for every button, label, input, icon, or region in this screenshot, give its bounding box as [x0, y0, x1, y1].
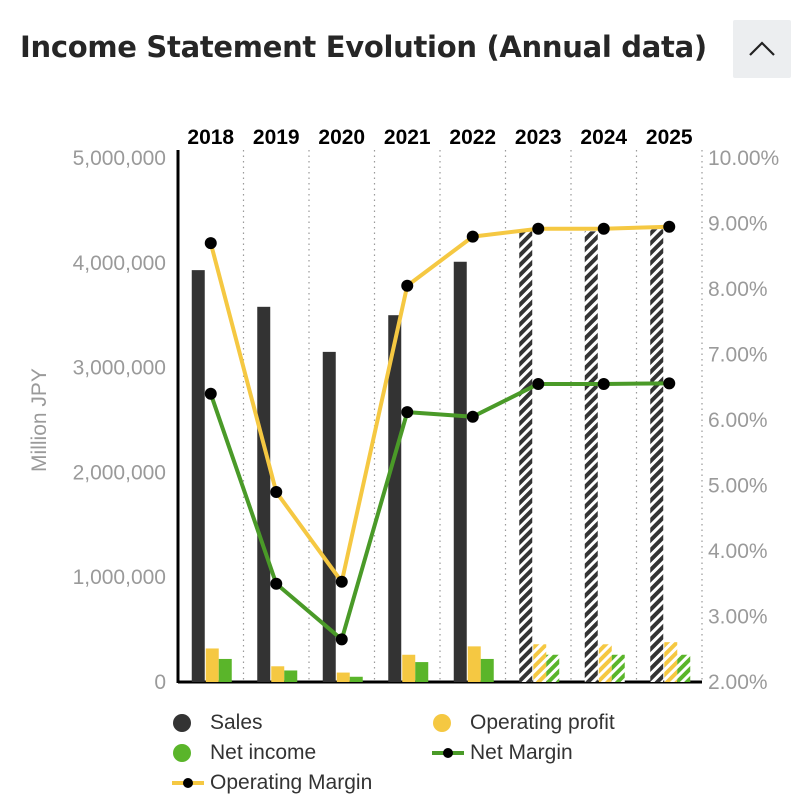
legend-swatch-net-income: [172, 743, 206, 763]
legend-label-sales: Sales: [210, 711, 263, 734]
legend-item-operating-profit[interactable]: Operating profit: [432, 711, 615, 735]
y-tick-label-right: 8.00%: [708, 278, 768, 301]
y-tick-label-left: 5,000,000: [73, 147, 166, 170]
y-tick-label-left: 2,000,000: [73, 461, 166, 484]
bars: [191, 229, 691, 683]
margin-lines: [204, 220, 676, 646]
operating-margin-point: [401, 279, 414, 292]
x-tick-label: 2020: [318, 126, 365, 149]
chart-title: Income Statement Evolution (Annual data): [20, 30, 707, 64]
y-tick-label-left: 4,000,000: [73, 252, 166, 275]
bar-sales: [453, 261, 467, 682]
bar-operating-profit: [533, 644, 547, 682]
y-tick-label-right: 6.00%: [708, 409, 768, 432]
legend-item-operating-margin[interactable]: Operating Margin: [172, 771, 372, 795]
y-tick-label-left: 1,000,000: [73, 566, 166, 589]
legend-label-operating-profit: Operating profit: [470, 711, 615, 734]
legend-swatch-sales: [172, 713, 206, 733]
bar-sales: [322, 351, 336, 682]
grid-lines: [242, 150, 703, 682]
x-tick-label: 2022: [449, 126, 496, 149]
y-tick-label-right: 4.00%: [708, 540, 768, 563]
bar-net-income: [546, 654, 560, 682]
bar-operating-profit: [271, 666, 285, 682]
y-tick-label-right: 5.00%: [708, 475, 768, 498]
net-margin-line: [208, 381, 670, 642]
operating-margin-point: [532, 222, 545, 235]
legend-label-operating-margin: Operating Margin: [210, 771, 373, 794]
y-axis-title: Million JPY: [28, 368, 51, 472]
bar-net-income: [611, 654, 625, 682]
operating-margin-point: [663, 220, 676, 233]
operating-margin-point: [204, 237, 217, 250]
bar-operating-profit: [205, 648, 219, 682]
x-tick-label: 2024: [580, 126, 627, 149]
y-tick-label-right: 3.00%: [708, 606, 768, 629]
y-tick-label-left: 0: [154, 671, 166, 694]
axis-labels: 0 1,000,000 2,000,000 3,000,000 4,000,000 5,0…: [28, 126, 779, 694]
net-margin-point: [401, 406, 414, 419]
net-margin-point: [466, 410, 479, 423]
bar-operating-profit: [598, 644, 612, 682]
net-margin-point: [204, 387, 217, 400]
operating-margin-point: [597, 222, 610, 235]
operating-margin-point: [466, 230, 479, 243]
bar-net-income: [284, 670, 298, 682]
legend-label-net-margin: Net Margin: [470, 741, 573, 764]
bar-net-income: [677, 654, 691, 682]
operating-margin-point: [335, 575, 348, 588]
net-margin-point: [532, 377, 545, 390]
net-margin-point: [663, 377, 676, 390]
x-tick-label: 2023: [515, 126, 562, 149]
legend-swatch-operating-margin: [172, 773, 206, 793]
y-tick-label-right: 9.00%: [708, 213, 768, 236]
bar-operating-profit: [467, 646, 481, 682]
net-margin-point: [270, 577, 283, 590]
y-tick-label-right: 2.00%: [708, 671, 768, 694]
bar-operating-profit: [664, 642, 678, 682]
bar-sales: [650, 229, 664, 682]
bar-sales: [257, 306, 271, 682]
bar-sales: [191, 270, 205, 682]
bar-operating-profit: [402, 654, 416, 682]
operating-margin-point: [270, 486, 283, 499]
y-tick-label-right: 10.00%: [708, 147, 779, 170]
y-tick-label-left: 3,000,000: [73, 357, 166, 380]
legend-item-net-income[interactable]: Net income: [172, 741, 316, 765]
collapse-button[interactable]: [733, 20, 791, 78]
x-tick-label: 2019: [253, 126, 300, 149]
y-tick-label-right: 7.00%: [708, 344, 768, 367]
legend-item-net-margin[interactable]: Net Margin: [432, 741, 573, 765]
bar-sales: [584, 231, 598, 683]
net-margin-point: [597, 377, 610, 390]
bar-sales: [519, 231, 533, 683]
bar-net-income: [218, 658, 232, 682]
chevron-up-icon: [749, 41, 775, 56]
bar-net-income: [349, 676, 363, 682]
legend-swatch-operating-profit: [432, 713, 466, 733]
net-margin-point: [335, 633, 348, 646]
bar-net-income: [480, 658, 494, 682]
bar-net-income: [415, 662, 429, 682]
x-tick-label: 2018: [187, 126, 234, 149]
bar-operating-profit: [336, 672, 350, 682]
legend-item-sales[interactable]: Sales: [172, 711, 263, 735]
legend-swatch-net-margin: [432, 743, 466, 763]
x-tick-label: 2025: [646, 126, 693, 149]
operating-margin-line: [208, 224, 670, 584]
x-tick-label: 2021: [384, 126, 431, 149]
legend-label-net-income: Net income: [210, 741, 317, 764]
bar-sales: [388, 315, 402, 682]
